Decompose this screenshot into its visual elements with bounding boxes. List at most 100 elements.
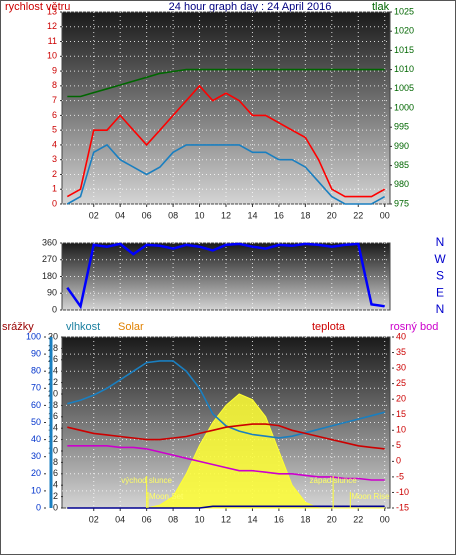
y-tick-label: 20 bbox=[396, 394, 406, 404]
x-tick-label: 04 bbox=[115, 514, 125, 524]
y-tick-label: 10 bbox=[396, 425, 406, 435]
y-tick-label: 90 bbox=[47, 288, 57, 298]
x-tick-label: 06 bbox=[142, 210, 152, 220]
x-tick-label: 16 bbox=[274, 210, 284, 220]
y-tick-label: 60 bbox=[31, 400, 41, 410]
x-tick-label: 08 bbox=[168, 514, 178, 524]
direction-label: W bbox=[434, 252, 446, 266]
y-tick-label: 28 bbox=[48, 343, 58, 353]
y-tick-label: -15 bbox=[396, 502, 409, 512]
y-tick-label: 0 bbox=[52, 304, 57, 314]
y-tick-label: 11 bbox=[48, 36, 57, 46]
y-tick-label: 20 bbox=[48, 388, 58, 398]
line bbox=[67, 360, 385, 439]
y-tick-label: 30 bbox=[31, 451, 41, 461]
x-tick-label: 16 bbox=[274, 514, 284, 524]
x-tick-label: 14 bbox=[247, 210, 257, 220]
y-tick-label: 22 bbox=[48, 377, 58, 387]
x-tick-label: 12 bbox=[221, 210, 231, 220]
y-tick-label: 30 bbox=[48, 331, 58, 341]
x-tick-label: 20 bbox=[327, 210, 337, 220]
y-tick-label: 1010 bbox=[394, 64, 414, 74]
direction-label: N bbox=[436, 302, 445, 316]
y-tick-label: 0 bbox=[36, 502, 41, 512]
y-tick-label: 90 bbox=[31, 348, 41, 358]
y-tick-label: 975 bbox=[394, 198, 409, 208]
y-tick-label: 25 bbox=[396, 378, 406, 388]
x-tick-label: 12 bbox=[221, 514, 231, 524]
y2-label: tlak bbox=[372, 1, 390, 13]
y-tick-label: -10 bbox=[396, 487, 409, 497]
y-tick-label: 1020 bbox=[394, 26, 414, 36]
legend-label: rosný bod bbox=[390, 321, 438, 333]
y-tick-label: 5 bbox=[52, 125, 57, 135]
y-tick-label: 12 bbox=[47, 21, 57, 31]
x-tick-label: 02 bbox=[89, 514, 99, 524]
y-tick-label: 0 bbox=[396, 456, 401, 466]
line bbox=[66, 84, 386, 198]
x-tick-label: 18 bbox=[300, 514, 310, 524]
y-tick-label: 9 bbox=[52, 65, 57, 75]
annotation: Moon Rise bbox=[351, 492, 390, 501]
chart-title: 24 hour graph day : 24 April 2016 bbox=[169, 1, 332, 13]
y-tick-label: 14 bbox=[48, 423, 58, 433]
annotation: Moon Set bbox=[149, 492, 184, 501]
y-tick-label: 4 bbox=[53, 480, 58, 490]
y-tick-label: 1000 bbox=[394, 102, 414, 112]
y-tick-label: 0 bbox=[52, 198, 57, 208]
y-tick-label: 35 bbox=[396, 347, 406, 357]
y-tick-label: 4 bbox=[52, 139, 57, 149]
y-tick-label: 10 bbox=[48, 445, 58, 455]
y-tick-label: 1025 bbox=[394, 6, 414, 16]
x-tick-label: 22 bbox=[353, 210, 363, 220]
direction-label: E bbox=[436, 285, 444, 299]
y-tick-label: 24 bbox=[48, 366, 58, 376]
y-tick-label: 16 bbox=[48, 411, 58, 421]
y-label: rychlost větru bbox=[5, 1, 70, 13]
y-tick-label: 1005 bbox=[394, 83, 414, 93]
y-tick-label: 7 bbox=[52, 95, 57, 105]
y-tick-label: 18 bbox=[48, 400, 58, 410]
line bbox=[66, 242, 385, 310]
y-tick-label: 70 bbox=[31, 383, 41, 393]
y-tick-label: 6 bbox=[52, 110, 57, 120]
y-tick-label: 8 bbox=[52, 80, 57, 90]
y-tick-label: 1 bbox=[52, 184, 57, 194]
y-tick-label: 30 bbox=[396, 362, 406, 372]
x-tick-label: 10 bbox=[195, 210, 205, 220]
x-tick-label: 22 bbox=[353, 514, 363, 524]
annotation: východ slunce bbox=[121, 476, 172, 485]
y-tick-label: 80 bbox=[31, 366, 41, 376]
y-tick-label: 15 bbox=[396, 409, 406, 419]
y-tick-label: 180 bbox=[42, 271, 57, 281]
legend-label: teplota bbox=[312, 321, 346, 333]
y-tick-label: 10 bbox=[31, 485, 41, 495]
y-tick-label: 10 bbox=[47, 51, 57, 61]
y-tick-label: 985 bbox=[394, 160, 409, 170]
y-tick-label: 50 bbox=[31, 417, 41, 427]
line bbox=[67, 445, 385, 481]
y-tick-label: 100 bbox=[26, 331, 41, 341]
y-tick-label: 995 bbox=[394, 122, 409, 132]
line bbox=[67, 68, 385, 98]
x-tick-label: 00 bbox=[380, 210, 390, 220]
y-tick-label: 2 bbox=[53, 491, 58, 501]
x-tick-label: 20 bbox=[327, 514, 337, 524]
y-tick-label: 2 bbox=[52, 169, 57, 179]
y-tick-label: 990 bbox=[394, 141, 409, 151]
legend-label: Solar bbox=[118, 321, 144, 333]
direction-label: S bbox=[436, 269, 444, 283]
y-tick-label: 12 bbox=[48, 434, 58, 444]
y-tick-label: 980 bbox=[394, 179, 409, 189]
x-tick-label: 00 bbox=[380, 514, 390, 524]
y-tick-label: 13 bbox=[47, 6, 57, 16]
y-tick-label: 360 bbox=[42, 237, 57, 247]
line bbox=[67, 423, 385, 450]
x-tick-label: 18 bbox=[300, 210, 310, 220]
y-tick-label: 6 bbox=[53, 468, 58, 478]
x-tick-label: 10 bbox=[195, 514, 205, 524]
direction-label: N bbox=[436, 235, 445, 249]
y-tick-label: 270 bbox=[42, 254, 57, 264]
legend-label: vlhkost bbox=[66, 321, 100, 333]
